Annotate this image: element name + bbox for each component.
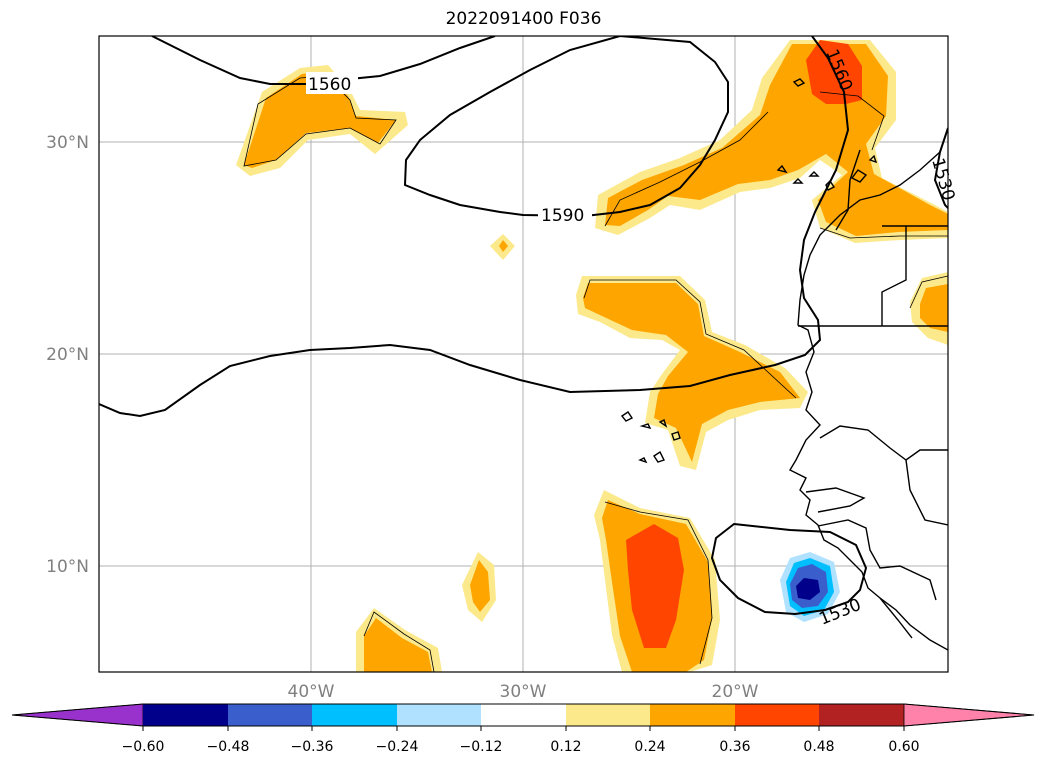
coastlines: [620, 78, 948, 651]
lon-label-40w: 40°W: [288, 682, 335, 702]
contour-1590-ridge: [403, 36, 729, 218]
anomaly-fills: [236, 40, 948, 672]
colorbar-segment: [735, 704, 819, 726]
colorbar-extend-min: [11, 703, 144, 727]
positive-anomaly-patch: [364, 618, 432, 672]
negative-anomaly-patch: [796, 578, 820, 600]
colorbar-tick-label: 0.48: [803, 739, 834, 755]
colorbar-tick-label: −0.60: [122, 739, 165, 755]
thin-contour: [583, 279, 797, 399]
positive-anomaly-patch: [920, 284, 948, 332]
colorbar-extend-max: [903, 703, 1035, 727]
colorbar-tick-label: −0.12: [460, 739, 503, 755]
colorbar-tick-label: 0.36: [719, 739, 750, 755]
cape-verde-islands: [620, 411, 681, 464]
thin-contour: [604, 111, 769, 227]
colorbar-tick-label: 0.12: [550, 739, 581, 755]
madeira-island: [792, 78, 806, 87]
map-title: 2022091400 F036: [445, 9, 602, 29]
colorbar-tick-label: 0.24: [634, 739, 665, 755]
country-border: [805, 487, 866, 513]
colorbar-segment: [481, 704, 566, 726]
thin-contours: [243, 75, 948, 672]
colorbar-segment: [650, 704, 735, 726]
thin-contour: [363, 611, 435, 672]
colorbar-segment: [819, 704, 904, 726]
lon-label-30w: 30°W: [500, 682, 547, 702]
positive-anomaly-patch: [244, 72, 396, 168]
thin-contour: [604, 501, 713, 665]
colorbar-tick-label: −0.48: [207, 739, 250, 755]
lon-label-20w: 20°W: [712, 682, 759, 702]
colorbar-tick-label: −0.24: [376, 739, 419, 755]
contour-label-1590: 1590: [541, 206, 584, 226]
positive-anomaly-patch: [583, 283, 800, 462]
country-border: [879, 597, 913, 639]
contour-label-1560-west: 1560: [308, 75, 351, 95]
contour-1560-east: [99, 36, 850, 418]
thin-contour: [909, 275, 948, 309]
colorbar-tick-label: 0.60: [888, 739, 919, 755]
country-border: [835, 149, 861, 231]
thin-contour: [819, 227, 948, 239]
lat-label-10n: 10°N: [46, 557, 89, 577]
canary-islands: [776, 154, 878, 191]
colorbar: −0.60 −0.48 −0.36 −0.24 −0.12 0.12 0.24 …: [11, 703, 1035, 755]
africa-coastline: [789, 127, 948, 651]
positive-anomaly-patch: [626, 524, 684, 648]
country-border: [905, 459, 948, 526]
colorbar-segment: [143, 704, 228, 726]
colorbar-segment: [566, 704, 650, 726]
colorbar-segment: [397, 704, 481, 726]
contour-1530: [710, 522, 868, 616]
country-border: [881, 226, 907, 326]
lat-label-20n: 20°N: [46, 345, 89, 365]
positive-anomaly-patch: [470, 560, 490, 612]
colorbar-segment: [228, 704, 312, 726]
positive-anomaly-patch: [605, 44, 948, 236]
country-border: [817, 519, 937, 601]
lat-label-30n: 30°N: [46, 133, 89, 153]
thin-contour: [819, 91, 885, 151]
colorbar-tick-label: −0.36: [291, 739, 334, 755]
map-frame: [98, 35, 949, 673]
country-border: [819, 425, 948, 461]
contour-1530-ne: [933, 127, 948, 209]
positive-anomaly-patch: [499, 240, 508, 252]
thin-contour: [243, 75, 397, 167]
colorbar-segment: [312, 704, 397, 726]
